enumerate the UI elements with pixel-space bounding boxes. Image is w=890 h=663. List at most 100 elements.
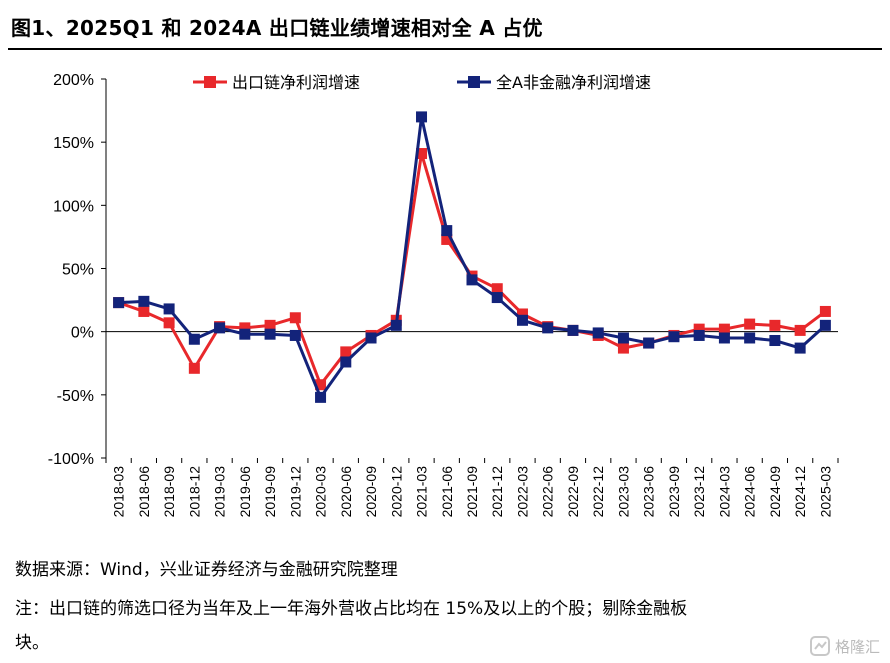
series-1-marker (491, 283, 503, 295)
series-2-marker (214, 322, 226, 334)
x-tick-label: 2022-09 (565, 466, 581, 518)
series-1-marker (289, 312, 301, 324)
line-chart: 200% 150% 100% 50% 0% -50% -100% 2018-03 2018-06… (48, 72, 839, 518)
series-2-marker (416, 111, 428, 123)
series-1-marker (188, 362, 200, 374)
x-tick-label: 2023-06 (641, 466, 657, 518)
x-tick-label: 2019-12 (287, 466, 303, 518)
series-2-marker (188, 333, 200, 345)
title-divider (8, 48, 882, 50)
x-tick-label: 2018-03 (111, 466, 127, 518)
x-tick-label: 2024-06 (742, 466, 758, 518)
y-tick-label: 0% (71, 325, 94, 342)
series-2-marker (365, 332, 377, 344)
series-line-2 (118, 115, 827, 399)
x-tick-label: 2020-09 (363, 466, 379, 518)
series-line-1 (118, 152, 827, 387)
footnote-line-2: 块。 (15, 633, 49, 653)
y-tick-label: 150% (53, 135, 94, 152)
x-tick-label: 2019-09 (262, 466, 278, 518)
x-tick-label: 2021-06 (439, 466, 455, 518)
series-2-marker (769, 335, 781, 347)
x-tick-label: 2024-09 (767, 466, 783, 518)
x-tick-label: 2024-12 (792, 466, 808, 518)
series-1-marker (416, 148, 428, 160)
legend-marker-2 (468, 76, 480, 88)
series-1-marker (693, 323, 705, 335)
y-tick-label: 200% (53, 72, 94, 89)
series-2-marker (718, 332, 730, 344)
series-1-marker (138, 305, 150, 317)
series-2-marker (542, 322, 554, 334)
legend-marker-1 (204, 76, 216, 88)
x-tick-label: 2019-03 (212, 466, 228, 518)
chart-axes: 200% 150% 100% 50% 0% -50% -100% 2018-03 2018-06… (48, 72, 839, 518)
x-tick-label: 2023-12 (691, 466, 707, 518)
y-tick-label: -100% (48, 451, 94, 468)
series-1-marker (239, 322, 251, 334)
series-2-marker (340, 356, 352, 368)
x-tick-label: 2018-06 (136, 466, 152, 518)
chart-series (113, 111, 831, 403)
x-tick-label: 2018-12 (186, 466, 202, 518)
series-2-marker (567, 324, 579, 336)
chart-legend: 出口链净利润增速 全A非金融净利润增速 (193, 73, 651, 92)
series-2-marker (466, 274, 478, 286)
series-1-marker (819, 305, 831, 317)
series-2-marker (819, 319, 831, 331)
series-2-marker (668, 331, 680, 343)
x-tick-label: 2023-09 (666, 466, 682, 518)
y-tick-label: 100% (53, 198, 94, 215)
series-2-marker (163, 303, 175, 315)
x-tick-label: 2021-03 (414, 466, 430, 518)
series-1-marker (718, 323, 730, 335)
x-tick-label: 2020-03 (313, 466, 329, 518)
series-1-marker (163, 317, 175, 329)
series-2-marker (113, 297, 125, 309)
series-2-marker (239, 328, 251, 340)
series-1-marker (617, 342, 629, 354)
series-1-marker (264, 319, 276, 331)
x-tick-label: 2019-06 (237, 466, 253, 518)
series-1-marker (441, 233, 453, 245)
x-tick-label: 2022-12 (590, 466, 606, 518)
series-1-marker (315, 379, 327, 391)
watermark: 格隆汇 (809, 635, 880, 657)
y-tick-label: -50% (57, 388, 94, 405)
series-2-marker (592, 327, 604, 339)
legend-label-1: 出口链净利润增速 (232, 73, 360, 92)
series-1-marker (340, 346, 352, 358)
footnote-line-1: 注：出口链的筛选口径为当年及上一年海外营收占比均在 15%及以上的个股；剔除金融… (15, 599, 688, 619)
series-1-marker (769, 319, 781, 331)
x-tick-label: 2020-06 (338, 466, 354, 518)
series-2-marker (744, 332, 756, 344)
x-tick-label: 2021-09 (464, 466, 480, 518)
x-tick-label: 2025-03 (817, 466, 833, 518)
watermark-text: 格隆汇 (834, 637, 880, 656)
series-2-marker (491, 292, 503, 304)
x-tick-label: 2022-06 (540, 466, 556, 518)
y-tick-label: 50% (62, 262, 94, 279)
x-tick-label: 2024-03 (716, 466, 732, 518)
x-tick-label: 2021-12 (489, 466, 505, 518)
series-2-marker (693, 329, 705, 341)
x-tick-label: 2023-03 (615, 466, 631, 518)
x-tick-label: 2018-09 (161, 466, 177, 518)
series-2-marker (441, 225, 453, 237)
series-2-marker (289, 329, 301, 341)
series-2-marker (390, 319, 402, 331)
watermark-logo-icon (809, 636, 830, 656)
series-2-marker (315, 391, 327, 403)
chart-title: 图1、2025Q1 和 2024A 出口链业绩增速相对全 A 占优 (11, 16, 543, 40)
x-tick-label: 2020-12 (388, 466, 404, 518)
series-1-marker (516, 308, 528, 320)
series-2-marker (794, 342, 806, 354)
series-2-marker (264, 328, 276, 340)
legend-label-2: 全A非金融净利润增速 (496, 73, 651, 92)
series-2-marker (643, 337, 655, 349)
series-2-marker (516, 314, 528, 326)
series-1-marker (744, 318, 756, 330)
data-source-note: 数据来源：Wind，兴业证券经济与金融研究院整理 (15, 560, 398, 580)
series-2-marker (138, 295, 150, 307)
series-1-marker (794, 324, 806, 336)
